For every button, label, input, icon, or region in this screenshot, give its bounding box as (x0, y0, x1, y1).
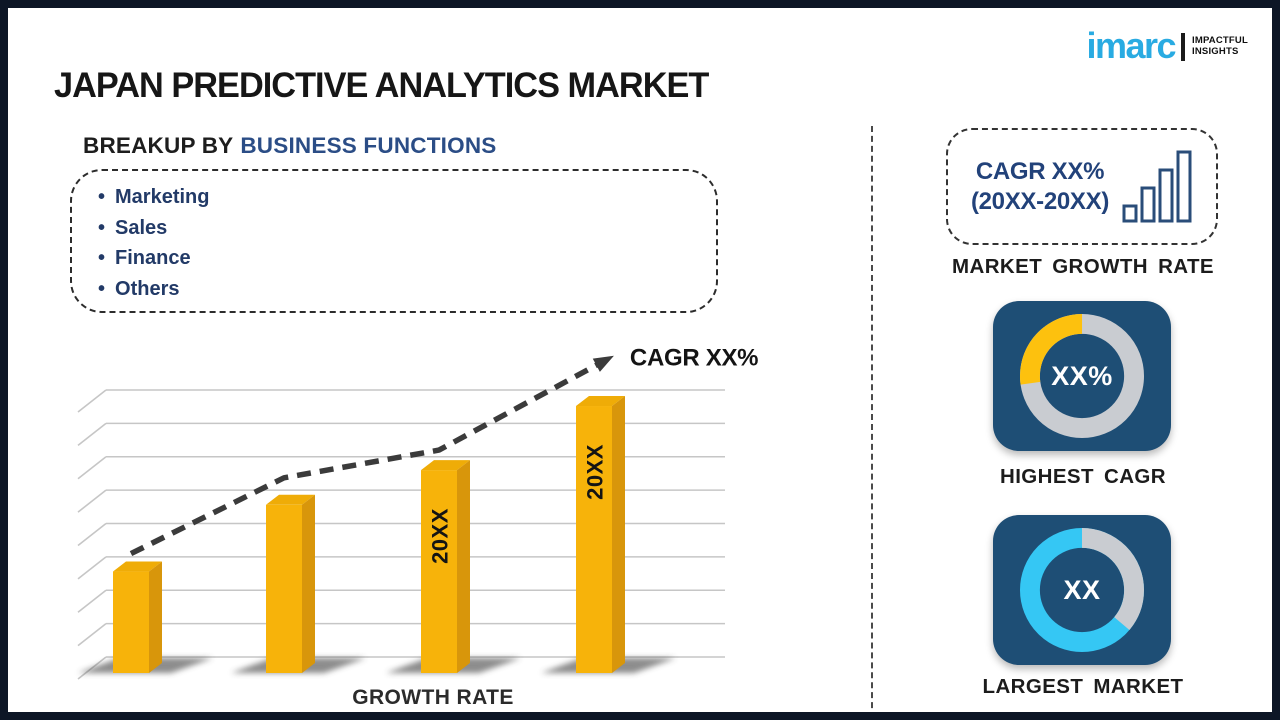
largest-market-donut (1019, 527, 1145, 653)
breakup-heading-prefix: BREAKUP BY (83, 133, 234, 158)
business-functions-list: Marketing Sales Finance Others (98, 182, 716, 304)
highest-cagr-value: XX% (1051, 360, 1113, 391)
list-item-sales: Sales (98, 213, 716, 244)
page-title: JAPAN PREDICTIVE ANALYTICS MARKET (54, 66, 709, 105)
list-item-others: Others (98, 274, 716, 305)
largest-market-card: XX (993, 515, 1171, 665)
market-growth-rate-label: MARKET GROWTH RATE (952, 255, 1214, 278)
chart-x-axis-label: GROWTH RATE (352, 686, 514, 709)
cagr-line2: (20XX-20XX) (970, 187, 1110, 215)
largest-market-value: XX (1063, 574, 1101, 605)
highest-cagr-donut (1019, 313, 1145, 439)
growth-bars-icon (1122, 150, 1192, 222)
breakup-heading: BREAKUP BY BUSINESS FUNCTIONS (83, 133, 496, 159)
section-divider (871, 126, 873, 712)
cagr-summary-box: CAGR XX% (20XX-20XX) (946, 128, 1218, 245)
highest-cagr-label: HIGHEST CAGR (1000, 465, 1166, 488)
logo-tagline-line2: INSIGHTS (1192, 46, 1239, 57)
logo-tagline-line1: IMPACTFUL (1192, 35, 1248, 46)
imarc-wordmark: imarc (1086, 25, 1176, 66)
list-item-marketing: Marketing (98, 182, 716, 213)
svg-text:20XX: 20XX (428, 508, 453, 564)
list-item-finance: Finance (98, 243, 716, 274)
highest-cagr-card: XX% (993, 301, 1171, 451)
logo-divider (1181, 33, 1186, 61)
cagr-line1: CAGR XX% (975, 157, 1105, 185)
growth-rate-bar-chart: 20XX 20XX CAGR XX% (77, 345, 759, 680)
cagr-summary-text: CAGR XX% (20XX-20XX) (971, 157, 1109, 217)
logo-tagline: IMPACTFUL INSIGHTS (1192, 35, 1248, 57)
svg-text:CAGR XX%: CAGR XX% (630, 345, 758, 372)
svg-text:20XX: 20XX (583, 444, 608, 500)
imarc-logo: imarc IMPACTFUL INSIGHTS (1086, 28, 1248, 64)
business-functions-box: Marketing Sales Finance Others (70, 169, 718, 313)
largest-market-label: LARGEST MARKET (982, 675, 1184, 698)
breakup-heading-highlight: BUSINESS FUNCTIONS (240, 133, 497, 158)
